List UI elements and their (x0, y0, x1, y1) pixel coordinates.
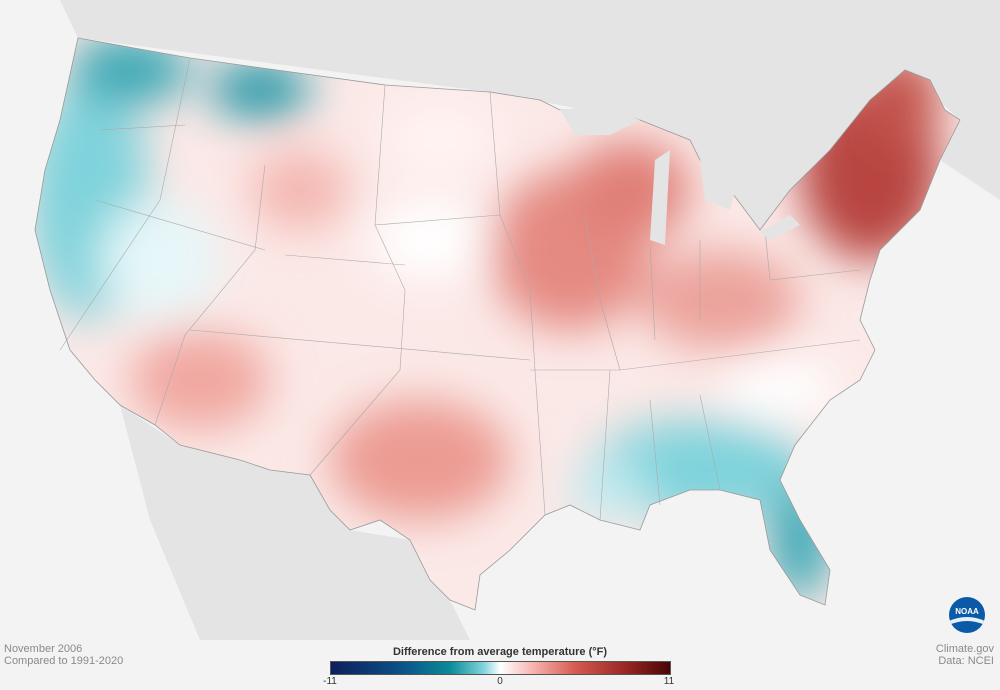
noaa-logo: NOAA (949, 597, 985, 633)
great-lakes (560, 105, 800, 245)
legend-color-bar (330, 661, 671, 675)
caption: November 2006 Compared to 1991-2020 (4, 643, 123, 667)
state-borders (59, 57, 861, 521)
legend-mid: 0 (497, 676, 503, 687)
credits: Climate.gov Data: NCEI (936, 643, 994, 667)
mexico-land (120, 405, 470, 640)
legend-max: 11 (663, 676, 675, 687)
legend-min: -11 (323, 676, 337, 687)
baseline-label: Compared to 1991-2020 (4, 655, 124, 667)
temperature-anomaly-map (0, 0, 1000, 640)
period-label: November 2006 (4, 643, 83, 655)
site-credit: Climate.gov (935, 643, 994, 655)
canada-land (0, 0, 1000, 230)
legend-title: Difference from average temperature (°F) (392, 646, 608, 658)
data-credit: Data: NCEI (938, 655, 994, 667)
